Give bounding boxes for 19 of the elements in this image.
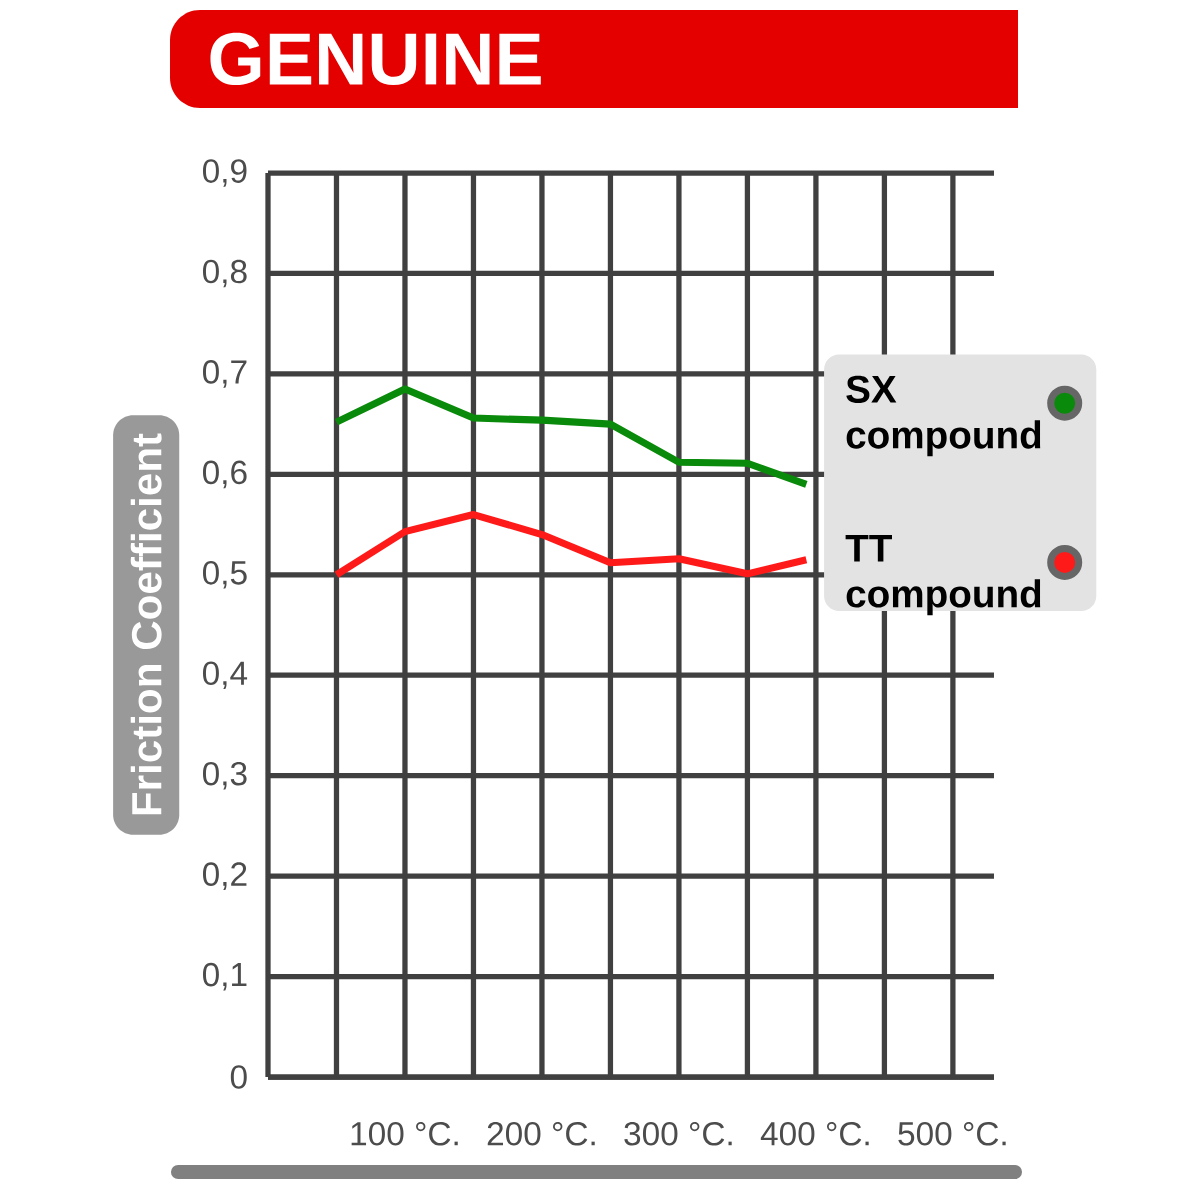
- y-tick-label: 0,1: [202, 962, 247, 991]
- y-tick-label: 0,4: [202, 661, 248, 690]
- x-tick-label: 100 °C.: [351, 1121, 458, 1146]
- y-tick-label: 0,6: [202, 460, 247, 489]
- y-tick-label: 0,3: [202, 761, 247, 790]
- y-tick-label: 0,7: [202, 360, 247, 388]
- legend-label: TT compound: [845, 534, 1041, 616]
- y-tick-label: 0,2: [202, 862, 247, 890]
- y-axis-title: Friction Coefficient: [130, 433, 162, 815]
- chart-title: GENUINE: [210, 32, 541, 86]
- x-tick-label: 200 °C.: [487, 1121, 595, 1146]
- x-tick-label: 500 °C.: [898, 1121, 1006, 1146]
- y-tick-label: 0: [230, 1065, 247, 1089]
- x-tick-label: 300 °C.: [624, 1121, 732, 1146]
- y-tick-label: 0,8: [202, 259, 247, 288]
- y-tick-label: 0,5: [202, 561, 247, 589]
- y-tick-label: 0,9: [202, 159, 247, 187]
- legend-label: SX compound: [846, 375, 1041, 457]
- x-tick-label: 400 °C.: [760, 1121, 869, 1146]
